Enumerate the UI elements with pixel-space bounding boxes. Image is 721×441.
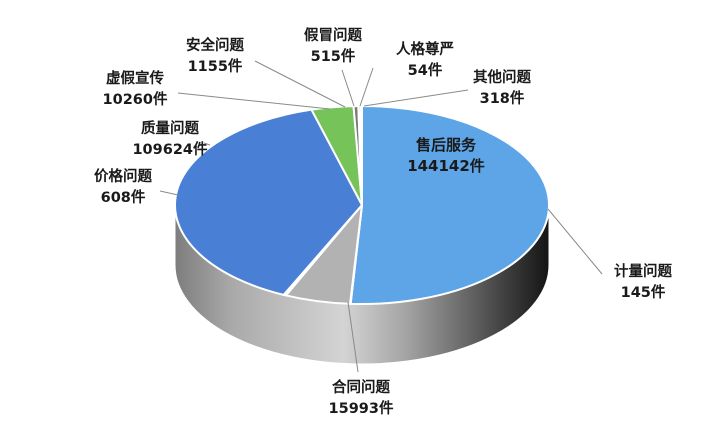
slice-count-label: 1155件 bbox=[188, 57, 243, 75]
pie-slice bbox=[349, 105, 551, 305]
pie-slice bbox=[359, 104, 363, 206]
pie-slices bbox=[174, 104, 551, 305]
leader-line bbox=[177, 92, 331, 110]
slice-name-label: 价格问题 bbox=[94, 167, 152, 185]
slice-count-label: 318件 bbox=[480, 89, 525, 107]
slice-count-label: 144142件 bbox=[407, 157, 485, 175]
leader-line bbox=[203, 142, 211, 146]
leader-line bbox=[159, 190, 179, 196]
slice-name-label: 质量问题 bbox=[141, 119, 199, 137]
slice-name-label: 合同问题 bbox=[331, 378, 390, 396]
slice-count-label: 145件 bbox=[621, 283, 666, 301]
leader-line bbox=[347, 301, 359, 373]
leader-line bbox=[341, 69, 355, 107]
leader-line bbox=[547, 208, 603, 275]
slice-count-label: 515件 bbox=[311, 47, 356, 65]
slice-count-label: 54件 bbox=[408, 61, 443, 79]
slice-name-label: 其他问题 bbox=[473, 68, 531, 86]
leader-line bbox=[359, 67, 374, 107]
slice-count-label: 15993件 bbox=[329, 399, 394, 417]
leader-lines bbox=[159, 60, 603, 373]
leader-line bbox=[254, 60, 346, 108]
slice-name-label: 假冒问题 bbox=[304, 26, 362, 44]
slice-name-label: 售后服务 bbox=[416, 136, 477, 154]
slice-count-label: 10260件 bbox=[103, 90, 168, 108]
slice-name-label: 人格尊严 bbox=[396, 40, 454, 58]
pie-slice bbox=[174, 108, 363, 296]
slice-name-label: 计量问题 bbox=[614, 262, 672, 280]
slice-count-label: 109624件 bbox=[132, 140, 208, 158]
slice-name-label: 虚假宣传 bbox=[106, 69, 164, 87]
leader-line bbox=[363, 89, 469, 107]
slice-name-label: 安全问题 bbox=[186, 36, 244, 54]
slice-count-label: 608件 bbox=[101, 188, 146, 206]
